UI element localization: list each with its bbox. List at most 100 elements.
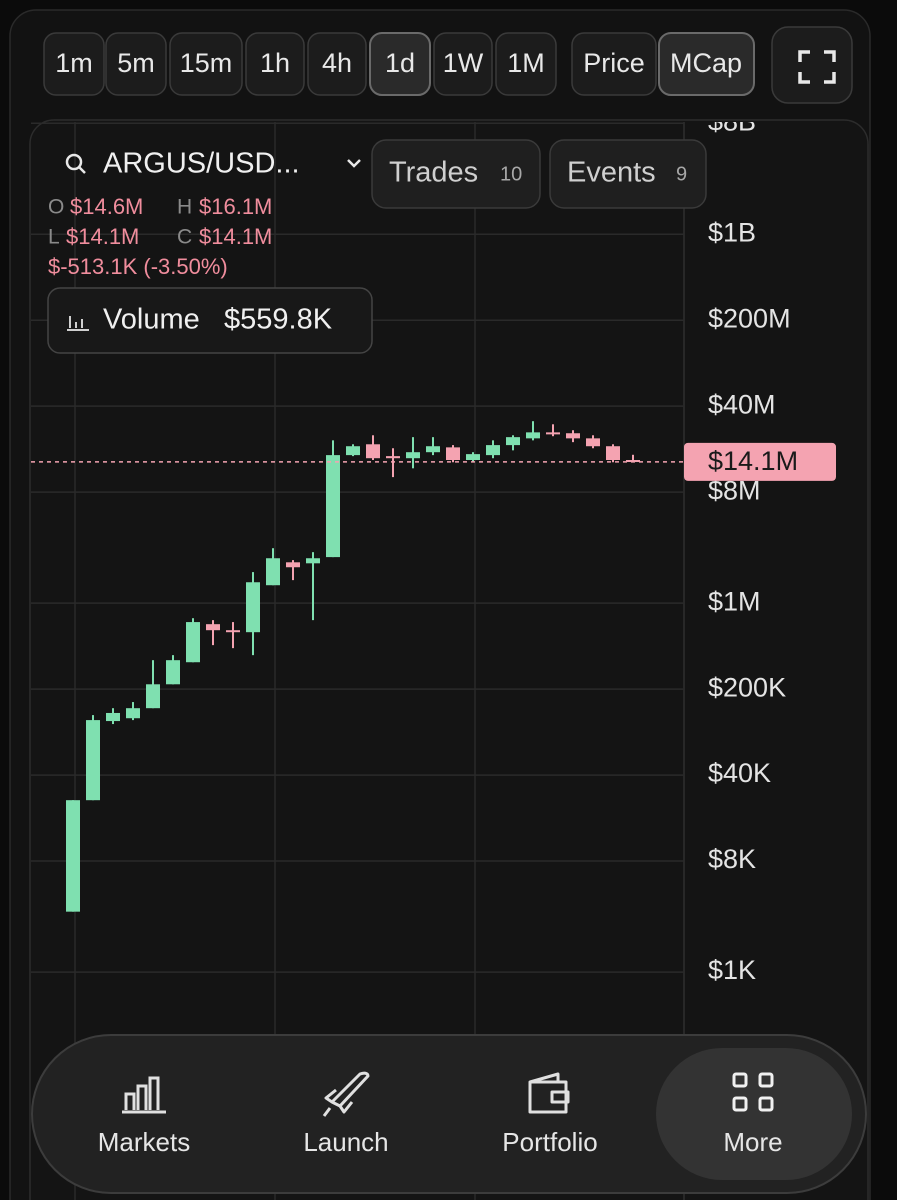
volume-label[interactable]: Volume xyxy=(103,304,200,336)
x-tick-label: 23 xyxy=(459,1195,488,1200)
volume-pill[interactable] xyxy=(47,287,373,354)
trades-button[interactable] xyxy=(371,139,541,209)
x-tick-label: 9 xyxy=(66,1195,80,1200)
interval-label[interactable]: 5m xyxy=(117,48,155,78)
interval-button[interactable] xyxy=(245,32,305,96)
interval-button[interactable] xyxy=(169,32,243,96)
candle-body xyxy=(626,460,640,463)
ohlc-value: $16.1M xyxy=(199,194,272,219)
candle-body xyxy=(206,624,220,631)
dropdown-icon[interactable] xyxy=(347,159,361,168)
portfolio-icon[interactable] xyxy=(528,1072,570,1114)
interval-label[interactable]: 15m xyxy=(180,48,233,78)
candle-body xyxy=(466,454,480,461)
candle-body xyxy=(606,446,620,461)
fullscreen-icon xyxy=(798,50,836,84)
interval-button[interactable] xyxy=(43,32,105,96)
launch-icon[interactable] xyxy=(322,1071,370,1117)
mode-button[interactable] xyxy=(571,32,657,96)
interval-label[interactable]: 1M xyxy=(507,48,545,78)
candle-body xyxy=(146,684,160,709)
candle-body xyxy=(506,437,520,446)
candle-body xyxy=(226,630,240,633)
last-price-tag xyxy=(684,442,836,481)
candle-body xyxy=(246,582,260,633)
candle-body xyxy=(446,447,460,461)
mode-button-active[interactable] xyxy=(658,32,755,96)
ohlc-value: $14.1M xyxy=(66,224,139,249)
y-tick-label: $200K xyxy=(708,672,786,702)
bottom-nav: Markets Launch Portfolio More xyxy=(31,1034,867,1194)
plot: $8B$1B$200M$40M$8M$1M$200K$40K$8K$1K$14.… xyxy=(31,122,836,1200)
interval-button[interactable] xyxy=(495,32,557,96)
ohlc-key: O xyxy=(48,196,64,219)
interval-label[interactable]: 1h xyxy=(260,48,290,78)
interval-button[interactable] xyxy=(433,32,493,96)
nav-label[interactable]: Portfolio xyxy=(502,1127,597,1157)
nav-label[interactable]: Launch xyxy=(303,1127,388,1157)
candle-body xyxy=(586,438,600,447)
interval-label[interactable]: 1m xyxy=(55,48,93,78)
y-tick-label: $40M xyxy=(708,389,776,419)
y-tick-label: $200M xyxy=(708,303,791,333)
candle-body xyxy=(346,446,360,456)
candle-body xyxy=(266,558,280,586)
candle-body xyxy=(286,562,300,568)
events-label[interactable]: Events xyxy=(567,157,656,189)
volume-value[interactable]: $559.8K xyxy=(224,304,333,336)
interval-label[interactable]: 1d xyxy=(385,48,415,78)
candle-body xyxy=(326,455,340,558)
nav-label[interactable]: Markets xyxy=(98,1127,190,1157)
ohlc-key: L xyxy=(48,226,60,249)
candle-body xyxy=(526,432,540,439)
ohlc-change: $-513.1K (-3.50%) xyxy=(48,254,228,279)
y-tick-label: $1M xyxy=(708,586,761,616)
candle-body xyxy=(86,720,100,801)
candle-body xyxy=(306,558,320,564)
y-tick-label: $1B xyxy=(708,217,756,247)
fullscreen-button[interactable] xyxy=(771,26,853,104)
candle-body xyxy=(366,444,380,459)
interval-button[interactable] xyxy=(307,32,367,96)
events-button[interactable] xyxy=(549,139,707,209)
nav-label[interactable]: More xyxy=(723,1127,782,1157)
interval-button[interactable] xyxy=(105,32,167,96)
candle-body xyxy=(546,432,560,435)
y-tick-label: $8K xyxy=(708,844,756,874)
ohlc-value: $14.1M xyxy=(199,224,272,249)
candle-body xyxy=(166,660,180,685)
candle-body xyxy=(66,800,80,912)
interval-button-active[interactable] xyxy=(369,32,431,96)
candle-body xyxy=(126,708,140,719)
symbol[interactable]: ARGUS/USD... xyxy=(103,148,300,180)
interval-label[interactable]: 4h xyxy=(322,48,352,78)
nav-active-bg xyxy=(656,1048,852,1180)
search-icon xyxy=(65,153,83,171)
x-tick-label: 16 xyxy=(259,1195,288,1200)
last-price-label: $14.1M xyxy=(708,446,798,476)
candle-body xyxy=(486,445,500,456)
candle-body xyxy=(566,433,580,439)
markets-icon[interactable] xyxy=(122,1076,166,1114)
ohlc-key: C xyxy=(177,226,192,249)
more-icon[interactable] xyxy=(732,1072,774,1112)
mode-label[interactable]: Price xyxy=(583,48,645,78)
volume-icon xyxy=(67,316,89,331)
chart-header: ARGUS/USD... Trades 10 Events 9 O $14.6M… xyxy=(47,139,707,354)
search-icon xyxy=(78,166,86,174)
mode-label[interactable]: MCap xyxy=(670,48,742,78)
trades-label[interactable]: Trades xyxy=(389,157,478,189)
candle-body xyxy=(426,446,440,453)
candle-body xyxy=(386,456,400,459)
candle-body xyxy=(186,622,200,663)
candle-body xyxy=(406,452,420,459)
candle-body xyxy=(106,712,120,722)
y-tick-label: $40K xyxy=(708,758,771,788)
toolbar: 1m 5m 15m 1h 4h 1d 1W 1M Price MCap xyxy=(43,26,853,104)
interval-label[interactable]: 1W xyxy=(443,48,484,78)
trades-count[interactable]: 10 xyxy=(500,163,522,185)
chart-panel xyxy=(29,119,869,1200)
events-count[interactable]: 9 xyxy=(676,163,687,185)
